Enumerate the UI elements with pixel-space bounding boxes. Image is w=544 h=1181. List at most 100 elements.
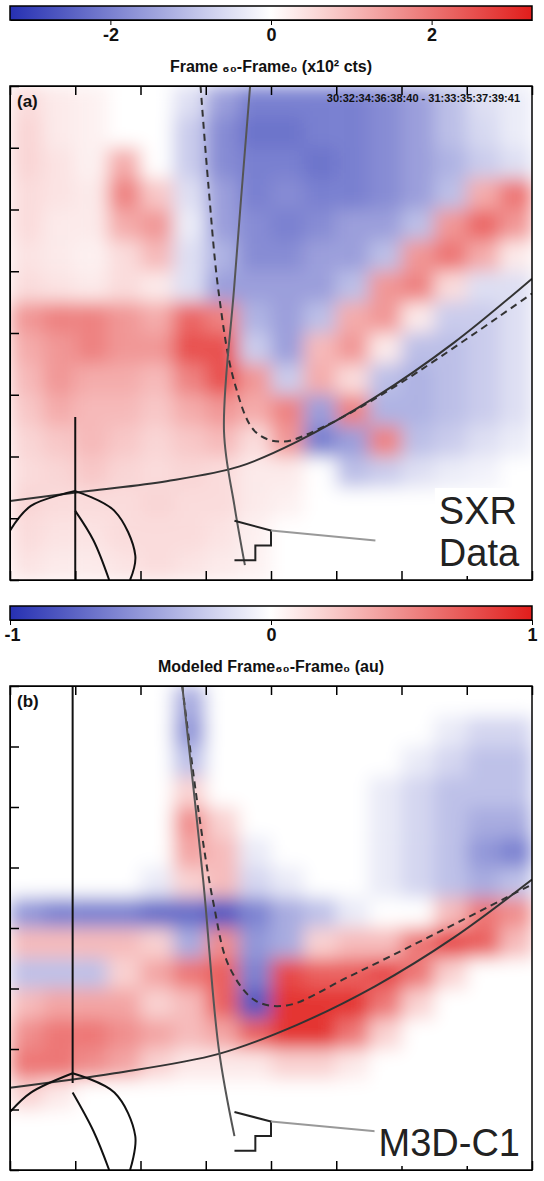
x-axis-top-tick bbox=[141, 86, 142, 95]
x-axis-top-tick-mark bbox=[271, 86, 273, 95]
cell bbox=[75, 928, 108, 959]
cell bbox=[141, 958, 174, 989]
cell bbox=[43, 117, 76, 148]
boundary-line bbox=[234, 521, 271, 561]
cell bbox=[304, 487, 337, 518]
y-axis-left-tick bbox=[10, 1049, 19, 1050]
y-axis-left-tick-mark bbox=[10, 148, 19, 150]
cell bbox=[467, 837, 500, 868]
colorbar-tick: 1 bbox=[527, 620, 537, 645]
cell bbox=[173, 271, 206, 302]
cell bbox=[402, 210, 435, 241]
cell bbox=[108, 958, 141, 989]
cell bbox=[271, 928, 304, 959]
cell bbox=[369, 487, 402, 518]
cell bbox=[43, 686, 76, 717]
cell bbox=[402, 716, 435, 747]
cell bbox=[108, 395, 141, 426]
cell bbox=[271, 395, 304, 426]
cell bbox=[499, 898, 532, 929]
cell bbox=[173, 686, 206, 717]
x-axis-top-tick bbox=[141, 686, 142, 695]
cell bbox=[238, 1049, 271, 1080]
cell bbox=[141, 271, 174, 302]
cell bbox=[499, 837, 532, 868]
cell bbox=[499, 777, 532, 808]
y-axis-left-tick bbox=[10, 86, 19, 87]
cell bbox=[75, 271, 108, 302]
cell bbox=[238, 364, 271, 395]
cell bbox=[173, 487, 206, 518]
cell bbox=[141, 395, 174, 426]
cell bbox=[173, 1019, 206, 1050]
cell bbox=[336, 148, 369, 179]
cell bbox=[369, 210, 402, 241]
cell bbox=[206, 210, 239, 241]
cell bbox=[434, 989, 467, 1020]
cell bbox=[499, 426, 532, 457]
cell bbox=[108, 364, 141, 395]
cell bbox=[402, 1019, 435, 1050]
cell bbox=[336, 364, 369, 395]
boundaries bbox=[10, 86, 532, 580]
cells bbox=[10, 86, 532, 580]
cell bbox=[304, 1140, 337, 1170]
cell bbox=[206, 1140, 239, 1170]
cell bbox=[467, 928, 500, 959]
cell bbox=[75, 1019, 108, 1050]
x-axis-top-tick-mark bbox=[75, 686, 77, 695]
x-axis-top-tick bbox=[336, 686, 337, 695]
cell bbox=[206, 1079, 239, 1110]
cell bbox=[271, 716, 304, 747]
cell bbox=[402, 148, 435, 179]
colorbar-title: Frame ₆₀-Frame₀ (x10² cts) bbox=[170, 58, 372, 75]
boundary-line bbox=[10, 491, 75, 531]
cell bbox=[369, 1049, 402, 1080]
cell bbox=[499, 686, 532, 717]
y-axis-left-tick-mark bbox=[10, 988, 19, 990]
cell bbox=[271, 898, 304, 929]
cell bbox=[75, 716, 108, 747]
panel-label: (b) bbox=[17, 692, 39, 711]
cell bbox=[173, 364, 206, 395]
cell bbox=[238, 868, 271, 899]
cell bbox=[336, 868, 369, 899]
cell bbox=[369, 518, 402, 549]
cell bbox=[336, 240, 369, 271]
cell bbox=[238, 86, 271, 117]
panel-0: -202Frame ₆₀-Frame₀ (x10² cts)(a)30:32:3… bbox=[10, 6, 533, 581]
cell bbox=[271, 240, 304, 271]
boundary-line bbox=[10, 1073, 73, 1112]
cell bbox=[271, 210, 304, 241]
x-axis-top-tick bbox=[532, 686, 533, 695]
cell bbox=[108, 898, 141, 929]
cell bbox=[336, 426, 369, 457]
cell bbox=[43, 271, 76, 302]
cell bbox=[75, 148, 108, 179]
cell bbox=[238, 958, 271, 989]
y-axis-left-tick-mark bbox=[10, 807, 19, 809]
y-axis-left-tick bbox=[10, 928, 19, 929]
cell bbox=[369, 148, 402, 179]
cell bbox=[304, 240, 337, 271]
cell bbox=[499, 364, 532, 395]
cell bbox=[173, 898, 206, 929]
cell bbox=[434, 1079, 467, 1110]
cell bbox=[402, 777, 435, 808]
cell bbox=[238, 1019, 271, 1050]
cell bbox=[141, 240, 174, 271]
cell bbox=[206, 518, 239, 549]
cell bbox=[369, 777, 402, 808]
y-axis-left-tick bbox=[10, 395, 19, 396]
cell bbox=[141, 686, 174, 717]
cell bbox=[43, 457, 76, 488]
cell bbox=[206, 240, 239, 271]
x-axis-bottom-tick-mark bbox=[140, 1161, 142, 1170]
x-axis-bottom-line bbox=[11, 580, 533, 581]
cell bbox=[43, 148, 76, 179]
cell bbox=[108, 240, 141, 271]
cell bbox=[75, 395, 108, 426]
cell bbox=[434, 271, 467, 302]
cell bbox=[173, 549, 206, 580]
cell bbox=[369, 271, 402, 302]
